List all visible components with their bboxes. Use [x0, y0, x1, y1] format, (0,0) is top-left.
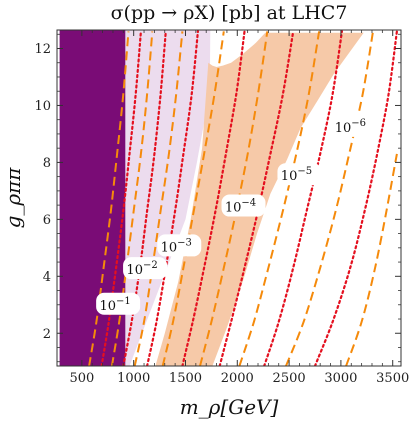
frame	[56, 29, 402, 367]
y-tick-label: 4	[43, 270, 51, 285]
dashed-contour-2	[110, 31, 154, 366]
y-tick-label: 8	[43, 156, 51, 171]
y-tick-label: 6	[43, 213, 51, 228]
plot-frame	[56, 29, 402, 367]
dashed-contour-0	[88, 31, 130, 366]
axes: 500 1000 1500 2000 2500 3000 3500 2 4 6 8 10 12 m_ρ[G…	[1, 30, 409, 419]
dotted-contour-7	[181, 30, 246, 366]
y-tick-label: 10	[34, 99, 51, 114]
x-tick-label: 3500	[376, 371, 409, 386]
dashed-contour-14	[345, 153, 398, 366]
contour-label-1: 10−2	[123, 257, 168, 280]
dotted-contour-5	[146, 30, 199, 366]
contour-labels: 10−1 10−210−3 10−4 10−5 10−6	[96, 114, 376, 315]
contour-label-4: 10−5	[277, 163, 322, 186]
contour-label-3: 10−4	[221, 194, 266, 217]
y-tick-label: 12	[34, 42, 51, 57]
chart-title: σ(pp → ρX) [pb] at LHC7	[111, 2, 348, 24]
dashed-contour-12	[285, 31, 374, 366]
contour-label-0: 10−1	[96, 292, 141, 315]
contour-label-2: 10−3	[157, 234, 202, 257]
contour-label-5: 10−6	[331, 114, 376, 137]
x-tick-label: 500	[69, 371, 94, 386]
y-axis-label: g_ρππ	[1, 167, 25, 229]
dotted-contour-11	[263, 30, 343, 366]
x-tick-label: 2000	[221, 371, 254, 386]
dashed-contour-4	[133, 31, 184, 366]
dotted-contour-3	[122, 30, 167, 366]
x-axis-label: m_ρ[GeV]	[180, 395, 279, 419]
x-tick-label: 1000	[117, 371, 150, 386]
dotted-contour-1	[100, 30, 142, 366]
dashed-contour-6	[161, 31, 225, 366]
x-tick-label: 2500	[273, 371, 306, 386]
x-tick-label: 1500	[169, 371, 202, 386]
y-tick-label: 2	[43, 327, 51, 342]
dashed-contour-10	[238, 31, 321, 366]
dotted-contour-13	[313, 30, 398, 366]
x-tick-label: 3000	[324, 371, 357, 386]
region-dark	[59, 30, 126, 366]
